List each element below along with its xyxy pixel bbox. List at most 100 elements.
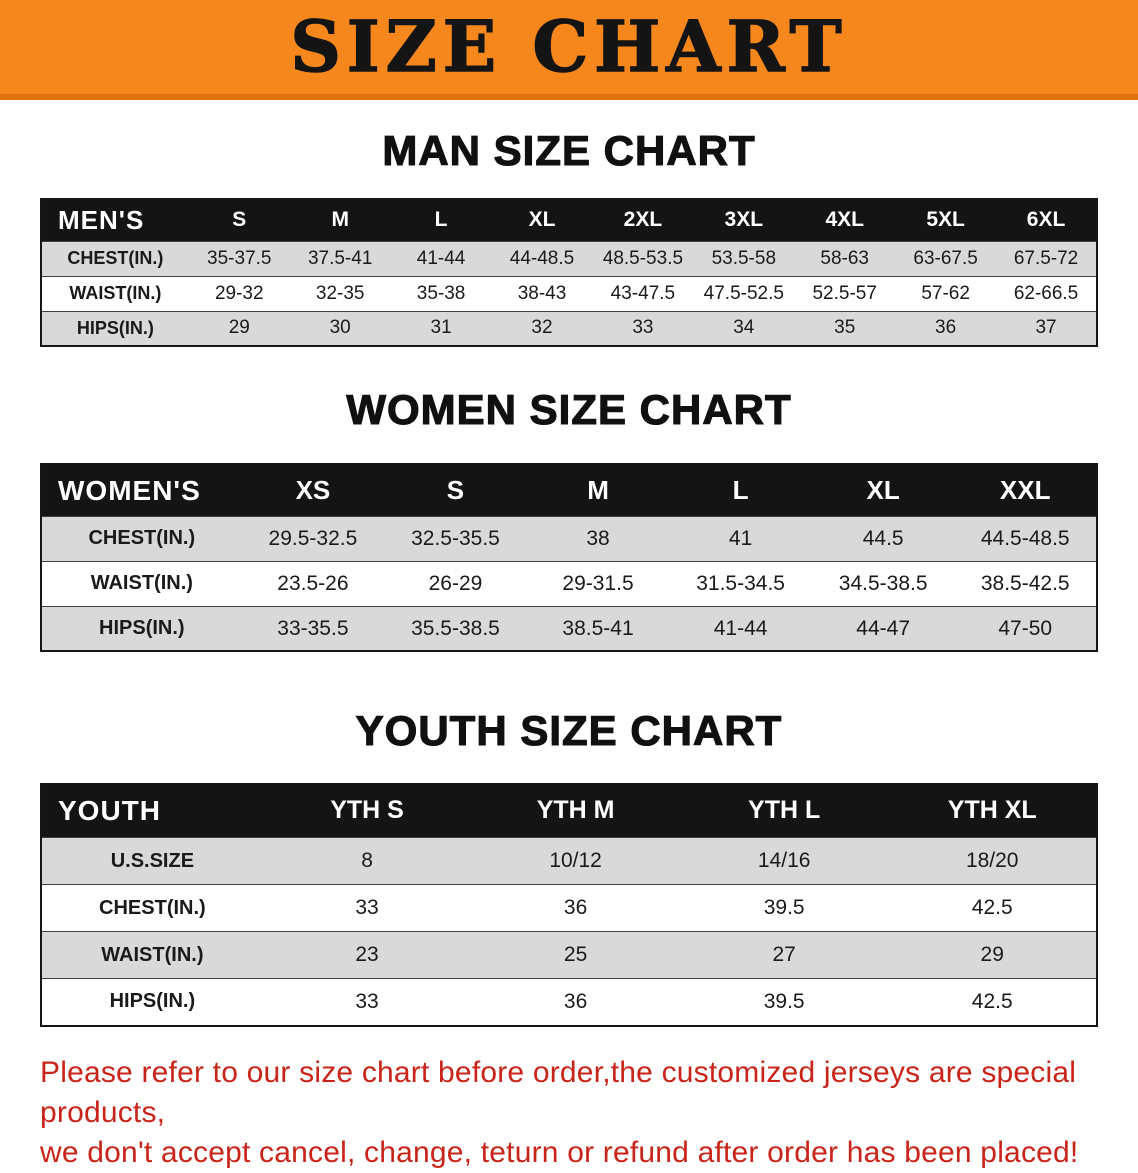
size-value-cell: 41-44 xyxy=(416,247,466,269)
size-value-cell: 44.5 xyxy=(862,526,904,550)
size-column-header: 5XL xyxy=(895,199,997,242)
size-column-header: XXL xyxy=(954,464,1097,517)
size-value-cell: 29.5-32.5 xyxy=(268,526,358,550)
row-label: WAIST(IN.) xyxy=(101,943,204,966)
table-row: CHEST(IN.) 35-37.5 37.5-41 41-44 44-48.5 48.5… xyxy=(41,241,1097,277)
size-value-cell: 33 xyxy=(632,317,654,339)
size-value-cell: 67.5-72 xyxy=(1013,247,1079,269)
women-size-heading: WOMEN SIZE CHART xyxy=(346,386,792,434)
notice-line-2: we don't accept cancel, change, teturn o… xyxy=(40,1135,1079,1169)
size-value-cell: 44.5-48.5 xyxy=(980,526,1070,550)
size-value-cell: 27 xyxy=(772,943,796,967)
size-value-cell: 47.5-52.5 xyxy=(703,282,784,304)
size-value-cell: 34.5-38.5 xyxy=(838,571,928,595)
size-value-cell: 29 xyxy=(228,317,250,339)
row-label: CHEST(IN.) xyxy=(99,896,206,919)
table-row: WAIST(IN.) 29-32 32-35 35-38 38-43 43-47.5 47.… xyxy=(41,276,1097,311)
notice-line-1: Please refer to our size chart before or… xyxy=(40,1055,1077,1129)
youth-size-section: YOUTH SIZE CHART YOUTH YTH S YTH M YTH L YTH… xyxy=(0,707,1138,1027)
row-label: WAIST(IN.) xyxy=(90,572,193,595)
size-value-cell: 35 xyxy=(834,317,856,339)
size-value-cell: 18/20 xyxy=(965,849,1019,873)
size-value-cell: 47-50 xyxy=(998,616,1053,640)
table-header-row: YOUTH YTH S YTH M YTH L YTH XL xyxy=(41,783,1097,838)
size-value-cell: 42.5 xyxy=(971,989,1013,1013)
table-row: WAIST(IN.) 23.5-26 26-29 29-31.5 31.5-34.5 34… xyxy=(41,561,1097,606)
size-column-header: YTH M xyxy=(471,783,680,838)
men-size-table: MEN'S S M L XL 2XL 3XL 4XL 5XL 6XL CHEST(IN.) 35-37… xyxy=(40,198,1098,348)
size-value-cell: 35.5-38.5 xyxy=(411,616,500,640)
size-value-cell: 32-35 xyxy=(315,282,365,304)
table-group-label: YOUTH xyxy=(41,783,263,838)
table-row: CHEST(IN.) 33 36 39.5 42.5 xyxy=(41,884,1097,932)
size-value-cell: 39.5 xyxy=(763,896,805,920)
size-column-header: YTH XL xyxy=(888,783,1097,838)
size-value-cell: 10/12 xyxy=(549,849,602,873)
size-value-cell: 41-44 xyxy=(713,616,768,640)
size-column-header: XS xyxy=(241,464,385,517)
size-value-cell: 25 xyxy=(563,943,588,967)
size-value-cell: 58-63 xyxy=(820,247,870,269)
size-value-cell: 29 xyxy=(980,943,1004,967)
size-column-header: M xyxy=(289,199,391,242)
youth-size-heading: YOUTH SIZE CHART xyxy=(355,707,783,755)
size-column-header: YTH L xyxy=(679,783,889,838)
table-row: HIPS(IN.) 33 36 39.5 42.5 xyxy=(41,978,1097,1026)
table-header-row: MEN'S S M L XL 2XL 3XL 4XL 5XL 6XL xyxy=(41,199,1097,242)
size-column-header: 4XL xyxy=(794,199,896,242)
table-row: U.S.SIZE 8 10/12 14/16 18/20 xyxy=(41,837,1097,885)
women-size-table: WOMEN'S XS S M L XL XXL CHEST(IN.) 29.5-32.5 32.5… xyxy=(40,463,1098,653)
size-value-cell: 44-47 xyxy=(856,616,911,640)
size-value-cell: 42.5 xyxy=(971,896,1013,920)
size-value-cell: 23.5-26 xyxy=(277,571,349,595)
size-value-cell: 38.5-41 xyxy=(562,616,634,640)
size-column-header: XL xyxy=(491,199,593,242)
table-row: CHEST(IN.) 29.5-32.5 32.5-35.5 38 41 44.5 44.5… xyxy=(41,516,1097,562)
size-value-cell: 33-35.5 xyxy=(277,616,349,640)
size-column-header: L xyxy=(390,199,492,242)
size-value-cell: 33 xyxy=(355,896,379,920)
table-group-label: MEN'S xyxy=(41,199,189,242)
size-value-cell: 36 xyxy=(935,317,957,339)
table-group-label: WOMEN'S xyxy=(41,464,242,517)
size-column-header: YTH S xyxy=(262,783,472,838)
size-value-cell: 34 xyxy=(733,317,755,339)
size-column-header: 2XL xyxy=(592,199,694,242)
size-value-cell: 38-43 xyxy=(517,282,567,304)
size-value-cell: 31 xyxy=(430,317,452,339)
row-label: HIPS(IN.) xyxy=(76,317,154,338)
men-size-section: MAN SIZE CHART MEN'S S M L XL 2XL 3XL 4XL 5XL 6XL… xyxy=(0,127,1138,348)
size-value-cell: 38 xyxy=(586,526,610,550)
men-size-heading: MAN SIZE CHART xyxy=(382,127,756,174)
size-value-cell: 23 xyxy=(355,943,379,967)
size-value-cell: 44-48.5 xyxy=(509,247,575,269)
row-label: WAIST(IN.) xyxy=(69,283,162,304)
size-value-cell: 57-62 xyxy=(921,282,970,304)
size-value-cell: 30 xyxy=(329,317,351,339)
size-value-cell: 8 xyxy=(361,849,373,873)
size-value-cell: 36 xyxy=(563,989,588,1013)
size-value-cell: 37.5-41 xyxy=(307,247,373,269)
size-value-cell: 39.5 xyxy=(763,989,805,1013)
row-label: HIPS(IN.) xyxy=(99,617,185,640)
size-value-cell: 38.5-42.5 xyxy=(980,571,1070,595)
size-value-cell: 37 xyxy=(1035,317,1057,339)
size-column-header: L xyxy=(669,464,812,517)
size-value-cell: 43-47.5 xyxy=(610,282,676,304)
women-size-section: WOMEN SIZE CHART WOMEN'S XS S M L XL XXL CHEST(… xyxy=(0,386,1138,653)
size-value-cell: 48.5-53.5 xyxy=(602,247,684,269)
size-value-cell: 53.5-58 xyxy=(711,247,777,269)
size-chart-banner: SIZE CHART xyxy=(0,0,1138,100)
size-value-cell: 35-37.5 xyxy=(207,247,272,269)
size-column-header: 3XL xyxy=(693,199,795,242)
row-label: CHEST(IN.) xyxy=(88,527,196,550)
size-value-cell: 36 xyxy=(563,896,588,920)
size-value-cell: 52.5-57 xyxy=(812,282,877,304)
size-value-cell: 32 xyxy=(531,317,553,339)
row-label: CHEST(IN.) xyxy=(67,248,164,269)
size-value-cell: 63-67.5 xyxy=(913,247,978,269)
table-header-row: WOMEN'S XS S M L XL XXL xyxy=(41,464,1097,517)
row-label: U.S.SIZE xyxy=(110,849,195,872)
size-value-cell: 31.5-34.5 xyxy=(696,571,785,595)
